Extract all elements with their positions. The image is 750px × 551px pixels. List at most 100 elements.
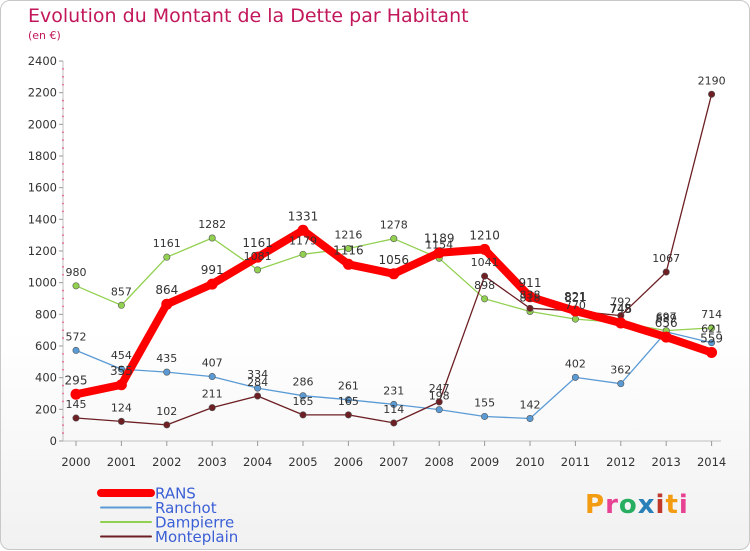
data-label-ranchot: 407 [202, 357, 223, 370]
data-point-ranchot [481, 412, 489, 420]
data-label-dampierre: 1154 [425, 238, 453, 251]
data-label-monteplain: 124 [111, 401, 132, 414]
y-minor-tick [62, 202, 64, 205]
y-minor-tick [62, 305, 64, 308]
data-label-rans: 911 [519, 276, 542, 290]
data-label-dampierre: 1282 [198, 218, 226, 231]
y-minor-tick [62, 258, 64, 260]
data-point-ranchot [390, 400, 398, 408]
data-point-dampierre [72, 282, 80, 290]
y-minor-tick [62, 242, 64, 244]
y-tick-label: 1400 [28, 212, 57, 226]
data-label-dampierre: 980 [66, 266, 87, 279]
data-point-monteplain [208, 404, 216, 412]
data-point-monteplain [254, 392, 262, 400]
data-point-monteplain [526, 304, 534, 312]
data-label-rans: 1116 [333, 243, 364, 257]
data-point-ranchot [208, 373, 216, 381]
y-tick-label: 1000 [28, 276, 57, 290]
x-tick-label: 2010 [515, 455, 544, 469]
logo-letter: i [678, 490, 689, 520]
data-label-ranchot: 286 [293, 376, 314, 389]
data-label-rans: 1210 [469, 228, 500, 242]
data-label-rans: 1161 [242, 236, 273, 250]
x-tick-label: 2014 [697, 455, 726, 469]
data-point-rans [115, 379, 127, 391]
unit-label: (en €) [28, 29, 61, 42]
data-label-monteplain: 165 [338, 395, 359, 408]
data-point-rans [706, 346, 718, 358]
y-minor-tick [62, 360, 64, 363]
data-label-rans: 991 [201, 263, 224, 277]
x-tick-label: 2012 [606, 455, 635, 469]
logo-letter: i [655, 490, 666, 520]
data-point-ranchot [708, 339, 716, 347]
data-label-ranchot: 231 [383, 384, 404, 397]
data-point-monteplain [435, 398, 443, 406]
legend-label-monteplain: Monteplain [155, 528, 238, 546]
y-minor-tick [62, 99, 64, 102]
y-minor-tick [62, 321, 64, 324]
x-tick-label: 2004 [243, 455, 272, 469]
x-tick-label: 2003 [198, 455, 227, 469]
y-tick-label: 1600 [28, 181, 57, 195]
data-point-monteplain [299, 411, 307, 419]
data-label-ranchot: 454 [111, 349, 132, 362]
data-point-ranchot [617, 380, 625, 388]
y-tick-label: 200 [35, 402, 57, 416]
y-minor-tick [62, 139, 64, 142]
data-label-rans: 656 [655, 316, 678, 330]
data-label-dampierre: 1081 [244, 250, 272, 263]
data-label-dampierre: 748 [610, 303, 631, 316]
data-label-monteplain: 247 [429, 382, 450, 395]
data-label-dampierre: 1216 [334, 228, 362, 241]
y-minor-tick [62, 107, 64, 110]
data-point-rans [70, 388, 82, 400]
data-label-monteplain: 821 [565, 291, 586, 304]
data-label-rans: 745 [609, 302, 632, 316]
axes: 0 200 400 600 800 1000 1200 1400 1600 1800 2000 220… [28, 54, 727, 469]
data-label-dampierre: 818 [520, 291, 541, 304]
data-label-ranchot: 261 [338, 380, 359, 393]
data-label-ranchot: 142 [520, 399, 541, 412]
y-minor-tick [62, 337, 64, 339]
data-label-rans: 355 [110, 364, 133, 378]
x-tick-label: 2011 [561, 455, 590, 469]
y-minor-tick [62, 115, 64, 118]
y-minor-tick [62, 170, 64, 173]
y-minor-tick [62, 194, 64, 197]
data-label-rans: 1056 [379, 253, 410, 267]
data-label-ranchot: 198 [429, 390, 450, 403]
data-point-dampierre [208, 234, 216, 242]
data-point-dampierre [299, 250, 307, 258]
data-point-ranchot [254, 384, 262, 392]
data-label-rans: 1331 [288, 209, 319, 223]
data-point-ranchot [163, 368, 171, 376]
data-point-dampierre [708, 324, 716, 332]
x-tick-label: 2009 [470, 455, 499, 469]
y-minor-tick [62, 384, 64, 387]
y-minor-tick [62, 75, 64, 78]
x-tick-label: 2008 [425, 455, 454, 469]
data-point-monteplain [72, 414, 80, 422]
data-point-rans [388, 268, 400, 280]
data-point-rans [660, 331, 672, 343]
data-point-rans [433, 247, 445, 259]
y-tick-label: 0 [50, 434, 57, 448]
data-point-dampierre [571, 315, 579, 323]
legend-label-dampierre: Dampierre [155, 514, 234, 532]
legend-label-rans: RANS [155, 485, 196, 503]
data-label-dampierre: 1278 [380, 219, 408, 232]
data-label-ranchot: 362 [610, 364, 631, 377]
y-tick-label: 600 [35, 339, 57, 353]
x-tick-label: 2002 [152, 455, 181, 469]
proxiti-logo: Proxiti [585, 490, 689, 520]
y-tick-label: 400 [35, 371, 57, 385]
x-tick-label: 2013 [652, 455, 681, 469]
data-label-ranchot: 435 [156, 352, 177, 365]
y-minor-tick [62, 226, 64, 229]
y-minor-tick [62, 83, 64, 86]
y-tick-label: 1200 [28, 244, 57, 258]
data-label-monteplain: 2190 [698, 74, 726, 87]
y-minor-tick [62, 210, 64, 213]
